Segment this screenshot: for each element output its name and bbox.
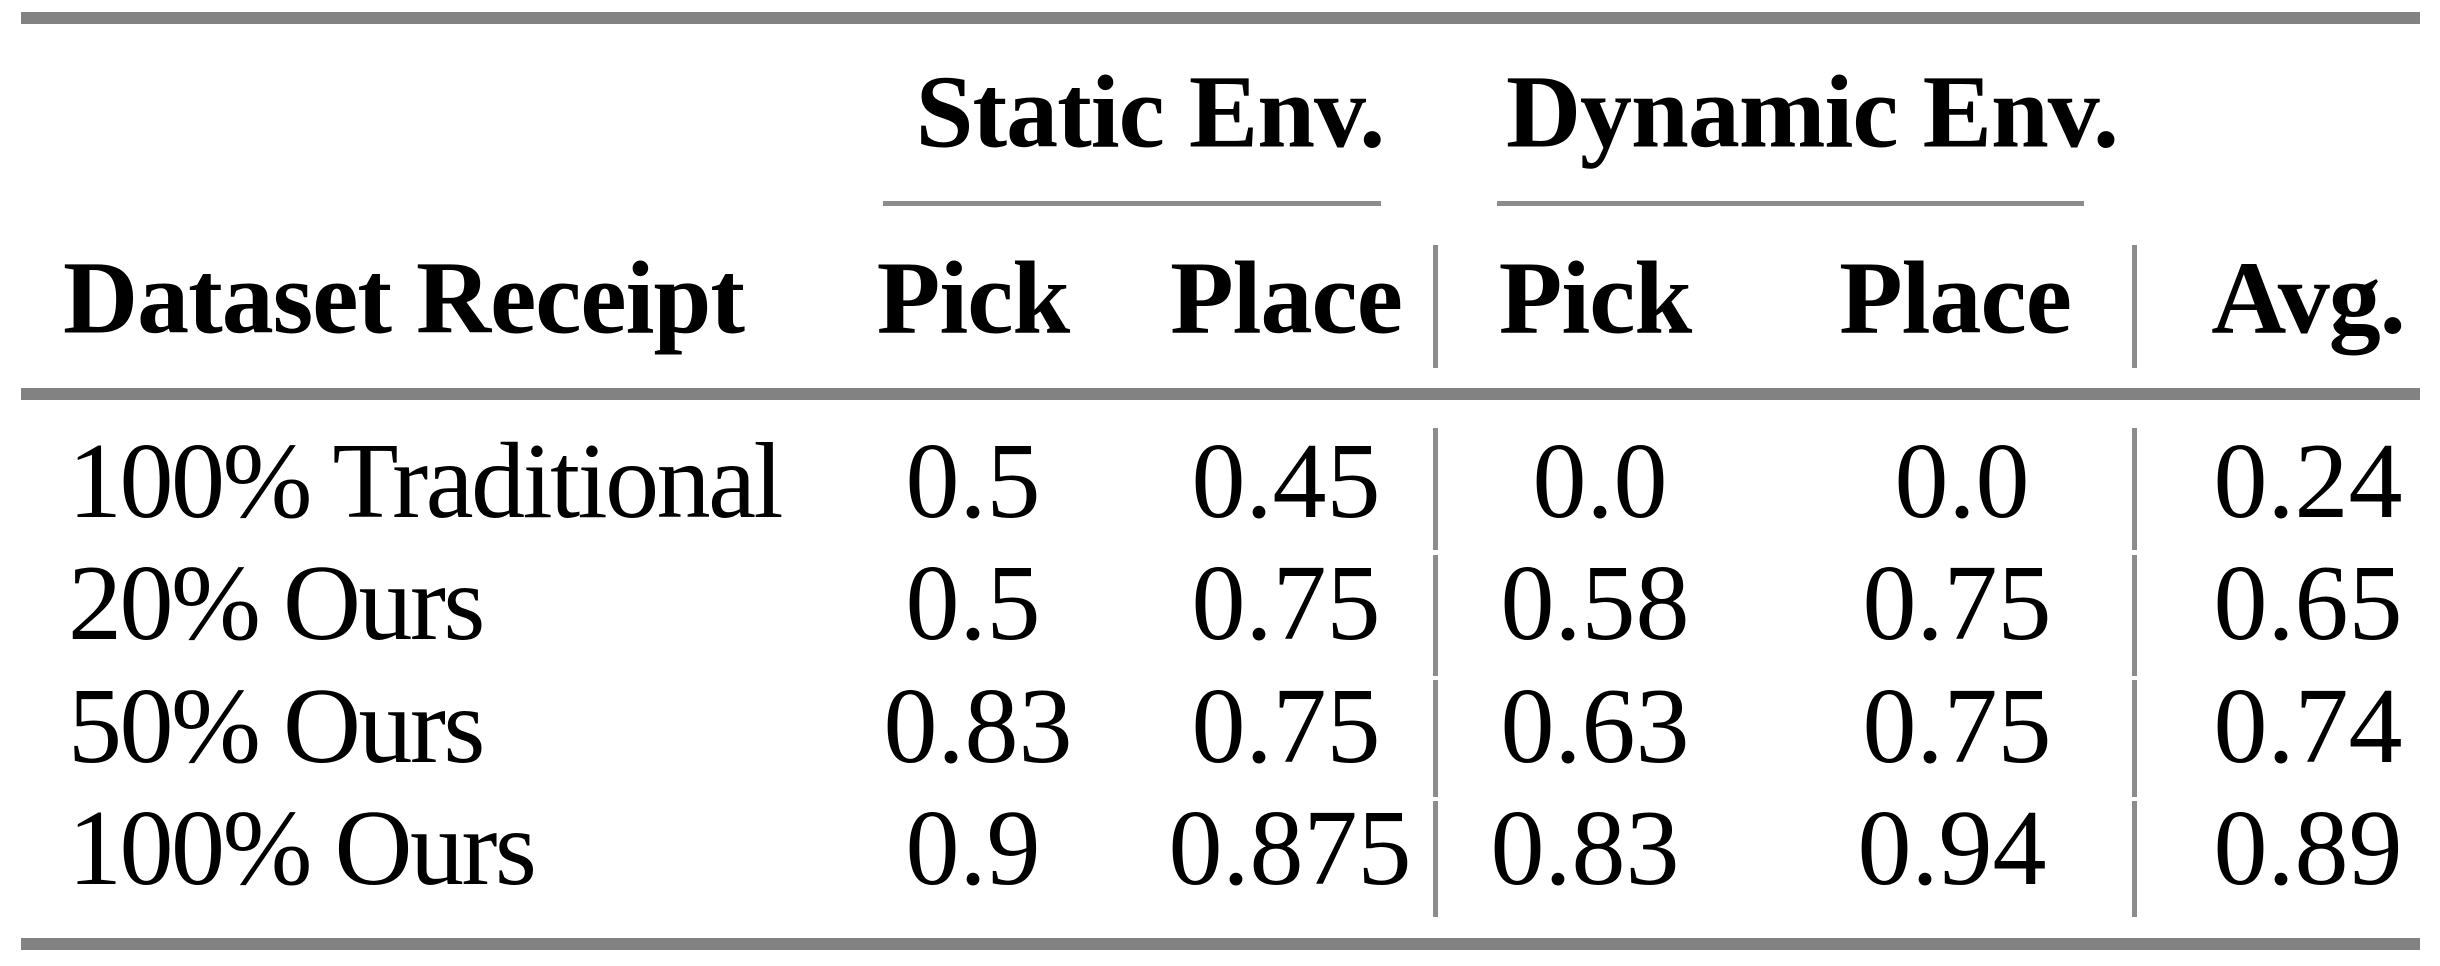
cell-dynamic-pick: 0.0 <box>1532 422 1668 541</box>
column-header-static-pick: Pick <box>876 240 1070 356</box>
vline-dynamic-avg-row3 <box>2132 680 2137 797</box>
vline-static-dynamic-row3 <box>1433 680 1438 797</box>
cell-static-place: 0.75 <box>1191 544 1381 663</box>
cell-static-pick: 0.5 <box>905 544 1041 663</box>
top-rule <box>21 12 2420 24</box>
vline-static-dynamic-header <box>1433 245 1438 368</box>
column-header-dataset-receipt: Dataset Receipt <box>63 240 745 356</box>
cell-dynamic-place: 0.75 <box>1862 544 2052 663</box>
cmidrule-static-env <box>883 201 1381 206</box>
cell-dynamic-place: 0.94 <box>1857 789 2047 908</box>
vline-static-dynamic-row2 <box>1433 555 1438 676</box>
cell-dynamic-pick: 0.58 <box>1500 544 1690 663</box>
cell-dynamic-place: 0.75 <box>1862 667 2052 786</box>
column-header-dynamic-place: Place <box>1839 240 2072 356</box>
vline-static-dynamic-row1 <box>1433 428 1438 550</box>
cell-static-place: 0.875 <box>1168 789 1412 908</box>
cell-avg: 0.24 <box>2213 422 2403 541</box>
cmidrule-dynamic-env <box>1497 201 2084 206</box>
row-label: 100% Traditional <box>68 422 784 541</box>
cell-static-pick: 0.9 <box>905 789 1041 908</box>
cell-dynamic-pick: 0.83 <box>1490 789 1680 908</box>
row-label: 100% Ours <box>68 789 537 908</box>
cell-static-place: 0.75 <box>1191 667 1381 786</box>
group-header-static-env: Static Env. <box>915 54 1386 170</box>
cell-avg: 0.89 <box>2213 789 2403 908</box>
cell-static-place: 0.45 <box>1191 422 1381 541</box>
cell-avg: 0.74 <box>2213 667 2403 786</box>
header-rule <box>21 388 2420 400</box>
cell-static-pick: 0.5 <box>905 422 1041 541</box>
vline-dynamic-avg-row4 <box>2132 801 2137 917</box>
cell-static-pick: 0.83 <box>883 667 1073 786</box>
column-header-static-place: Place <box>1170 240 1403 356</box>
group-header-dynamic-env: Dynamic Env. <box>1505 54 2119 170</box>
bottom-rule <box>21 938 2420 950</box>
vline-static-dynamic-row4 <box>1433 801 1438 917</box>
column-header-avg: Avg. <box>2211 240 2405 356</box>
cell-dynamic-pick: 0.63 <box>1500 667 1690 786</box>
vline-dynamic-avg-row1 <box>2132 428 2137 550</box>
row-label: 20% Ours <box>68 544 485 663</box>
cell-avg: 0.65 <box>2213 544 2403 663</box>
column-header-dynamic-pick: Pick <box>1498 240 1692 356</box>
row-label: 50% Ours <box>68 667 485 786</box>
vline-dynamic-avg-header <box>2132 245 2137 368</box>
vline-dynamic-avg-row2 <box>2132 555 2137 676</box>
cell-dynamic-place: 0.0 <box>1894 422 2030 541</box>
